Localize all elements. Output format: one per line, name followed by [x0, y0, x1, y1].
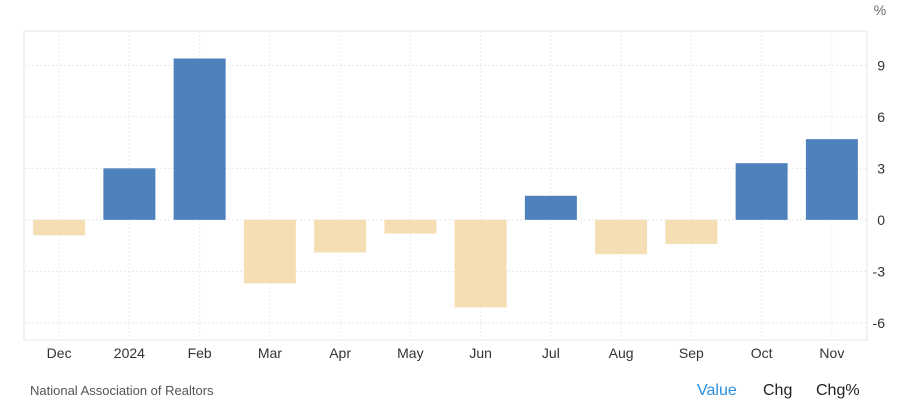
x-tick-label: 2024	[114, 345, 145, 361]
grid-lines	[23, 30, 868, 341]
bar-sep	[665, 219, 718, 244]
bar-jul	[524, 195, 577, 220]
y-tick-label: -6	[873, 315, 886, 331]
source-label: National Association of Realtors	[30, 383, 214, 398]
x-tick-label: Mar	[258, 345, 282, 361]
chg-button[interactable]: Chg	[763, 382, 793, 399]
x-tick-label: Aug	[609, 345, 634, 361]
y-axis-labels: -6 -3 0 3 6 9	[873, 57, 886, 331]
x-axis-labels: Dec 2024 Feb Mar Apr May Jun Jul Aug Sep Oct Nov	[47, 345, 845, 361]
bar-jun	[454, 219, 507, 308]
bar-oct	[735, 163, 788, 220]
value-button[interactable]: Value	[697, 382, 737, 399]
chart-area: Dec 2024 Feb Mar Apr May Jun Jul Aug Sep Oct Nov -6…	[23, 2, 886, 361]
chg-percent-button[interactable]: Chg%	[816, 382, 860, 399]
bar-may	[384, 219, 437, 234]
x-tick-label: May	[397, 345, 423, 361]
y-tick-label: 3	[877, 160, 885, 176]
bar-aug	[595, 219, 648, 255]
x-tick-label: Dec	[47, 345, 72, 361]
bar-dec	[33, 219, 86, 236]
y-tick-label: 9	[877, 57, 885, 73]
y-tick-label: 0	[877, 212, 885, 228]
bar-mar	[243, 219, 296, 284]
bar-apr	[314, 219, 367, 253]
x-tick-label: Feb	[188, 345, 212, 361]
bar-nov	[805, 139, 858, 220]
bar-feb	[173, 58, 226, 220]
y-axis-unit: %	[874, 2, 886, 18]
x-tick-label: Sep	[679, 345, 704, 361]
bars-group	[33, 58, 858, 308]
x-tick-label: Oct	[751, 345, 773, 361]
plot-frame	[23, 30, 868, 341]
x-tick-label: Apr	[329, 345, 351, 361]
bar-2024	[103, 168, 156, 220]
y-tick-label: 6	[877, 109, 885, 125]
x-tick-label: Jun	[469, 345, 492, 361]
y-tick-label: -3	[873, 263, 886, 279]
x-tick-label: Jul	[542, 345, 560, 361]
x-tick-label: Nov	[819, 345, 844, 361]
